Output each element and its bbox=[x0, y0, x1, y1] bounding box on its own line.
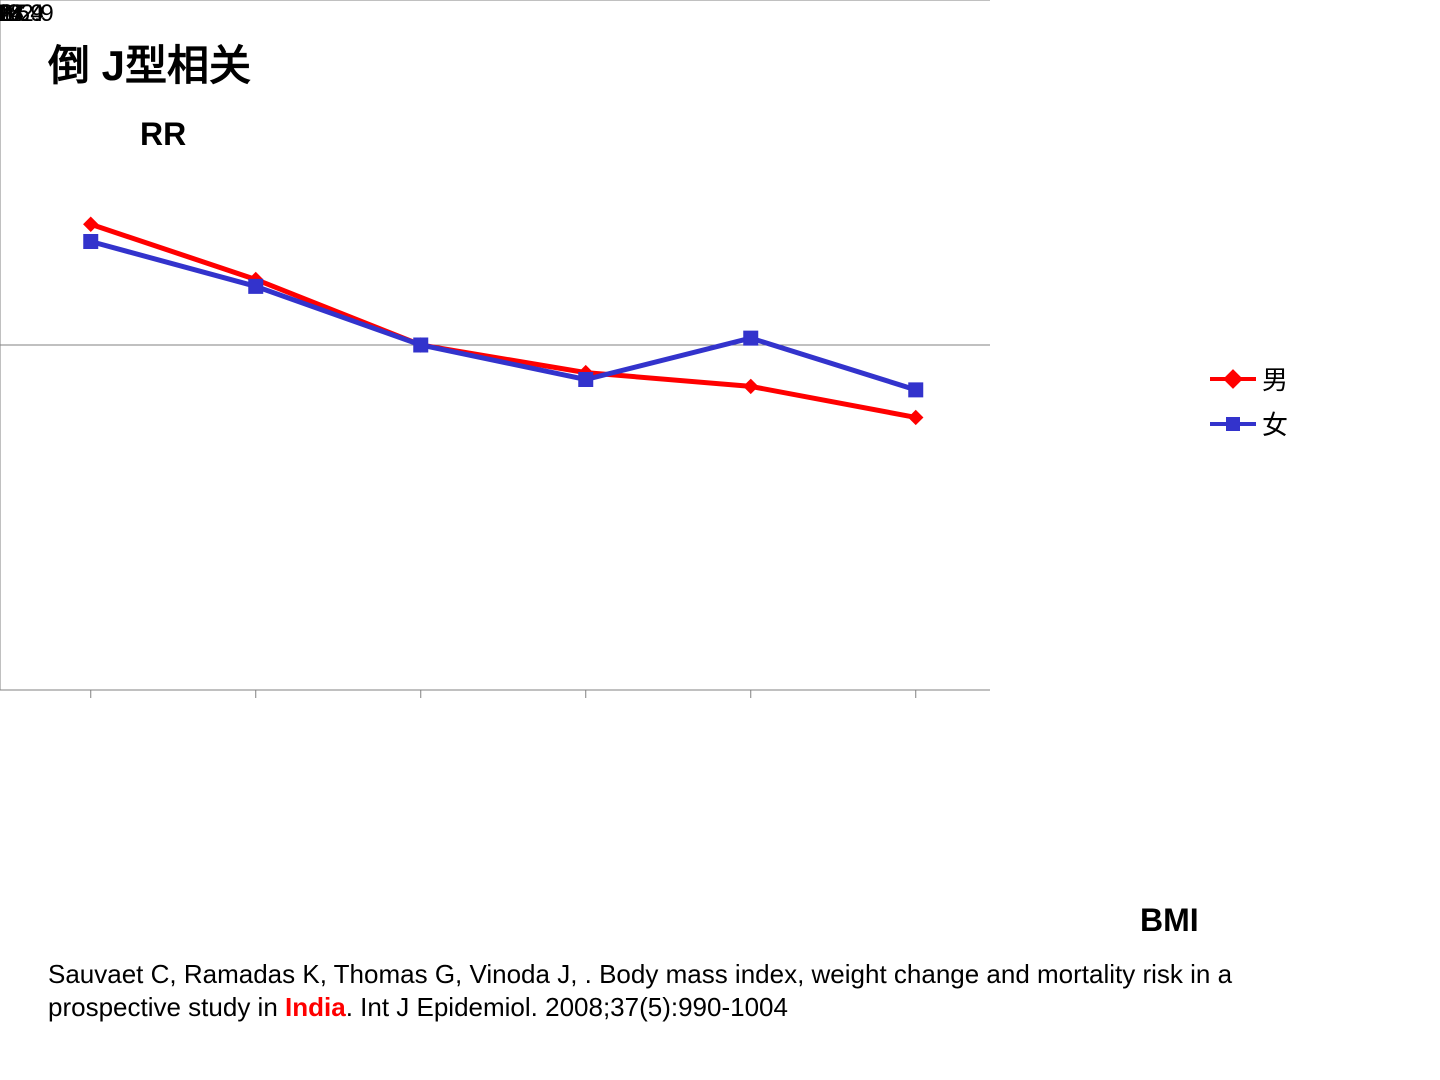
series-marker bbox=[84, 217, 98, 231]
citation-post: . Int J Epidemiol. 2008;37(5):990-1004 bbox=[346, 992, 788, 1022]
legend-label: 男 bbox=[1262, 360, 1288, 397]
series-marker bbox=[579, 373, 593, 387]
legend-item: 女 bbox=[1210, 405, 1288, 442]
citation-highlight: India bbox=[285, 992, 346, 1022]
series-marker bbox=[909, 410, 923, 424]
citation: Sauvaet C, Ramadas K, Thomas G, Vinoda J… bbox=[48, 958, 1248, 1023]
legend: 男女 bbox=[1210, 360, 1288, 450]
x-tick-label: ≥27.5 bbox=[0, 0, 30, 28]
series-marker bbox=[414, 338, 428, 352]
x-axis-title: BMI bbox=[1140, 902, 1199, 939]
series-marker bbox=[909, 383, 923, 397]
series-line bbox=[91, 224, 916, 417]
series-marker bbox=[249, 279, 263, 293]
series-marker bbox=[744, 379, 758, 393]
legend-swatch bbox=[1210, 377, 1256, 381]
legend-swatch bbox=[1210, 422, 1256, 426]
series-marker bbox=[744, 331, 758, 345]
series-marker bbox=[84, 235, 98, 249]
line-chart bbox=[0, 0, 990, 690]
legend-item: 男 bbox=[1210, 360, 1288, 397]
legend-label: 女 bbox=[1262, 405, 1288, 442]
